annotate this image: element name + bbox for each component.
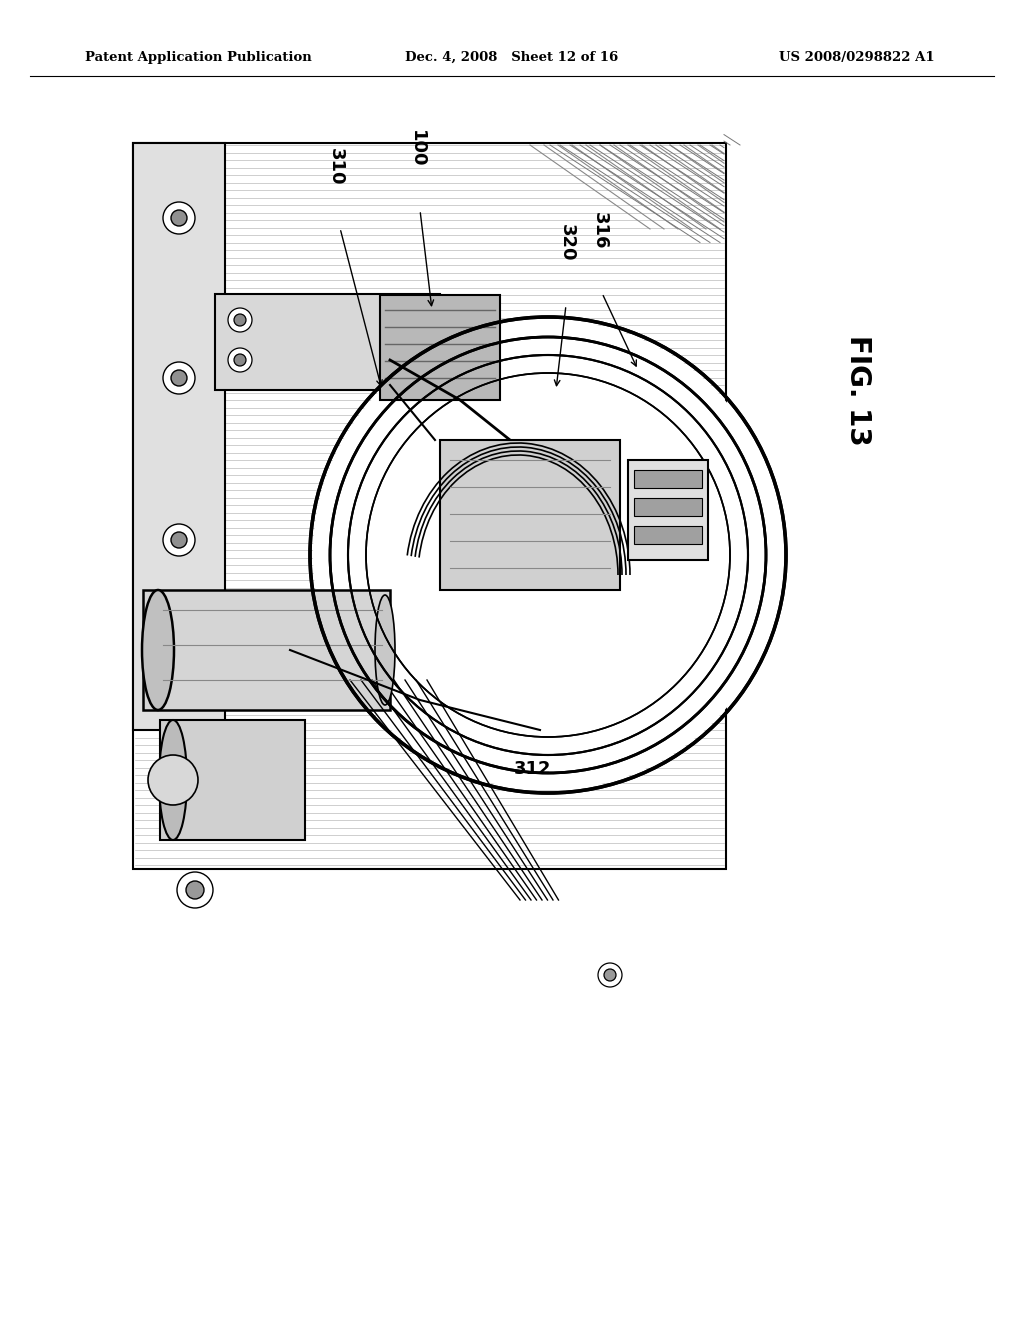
Circle shape xyxy=(171,370,187,385)
Circle shape xyxy=(186,880,204,899)
Ellipse shape xyxy=(159,719,187,840)
Text: 316: 316 xyxy=(591,213,609,249)
Bar xyxy=(160,719,305,840)
Circle shape xyxy=(171,210,187,226)
Circle shape xyxy=(228,308,252,333)
Text: 310: 310 xyxy=(327,148,345,185)
Bar xyxy=(634,498,702,516)
Text: Dec. 4, 2008   Sheet 12 of 16: Dec. 4, 2008 Sheet 12 of 16 xyxy=(406,50,618,63)
Ellipse shape xyxy=(142,590,174,710)
Circle shape xyxy=(598,964,622,987)
Bar xyxy=(634,525,702,544)
Text: FIG. 13: FIG. 13 xyxy=(844,335,872,445)
Bar xyxy=(143,590,390,710)
Text: 100: 100 xyxy=(408,131,426,168)
Circle shape xyxy=(171,532,187,548)
Bar xyxy=(440,440,620,590)
Circle shape xyxy=(234,314,246,326)
Ellipse shape xyxy=(375,595,395,705)
Bar xyxy=(215,294,440,389)
Circle shape xyxy=(177,873,213,908)
Circle shape xyxy=(228,348,252,372)
Bar xyxy=(634,470,702,488)
Text: 312: 312 xyxy=(514,760,552,777)
Circle shape xyxy=(163,524,195,556)
Circle shape xyxy=(313,319,783,789)
Text: Patent Application Publication: Patent Application Publication xyxy=(85,50,311,63)
Bar xyxy=(628,459,708,560)
Circle shape xyxy=(148,755,198,805)
Circle shape xyxy=(163,202,195,234)
Text: 320: 320 xyxy=(558,224,575,261)
Bar xyxy=(133,143,225,730)
Text: US 2008/0298822 A1: US 2008/0298822 A1 xyxy=(779,50,935,63)
Bar xyxy=(380,294,500,400)
Circle shape xyxy=(604,969,616,981)
Circle shape xyxy=(234,354,246,366)
Bar xyxy=(133,143,726,869)
Circle shape xyxy=(163,362,195,393)
